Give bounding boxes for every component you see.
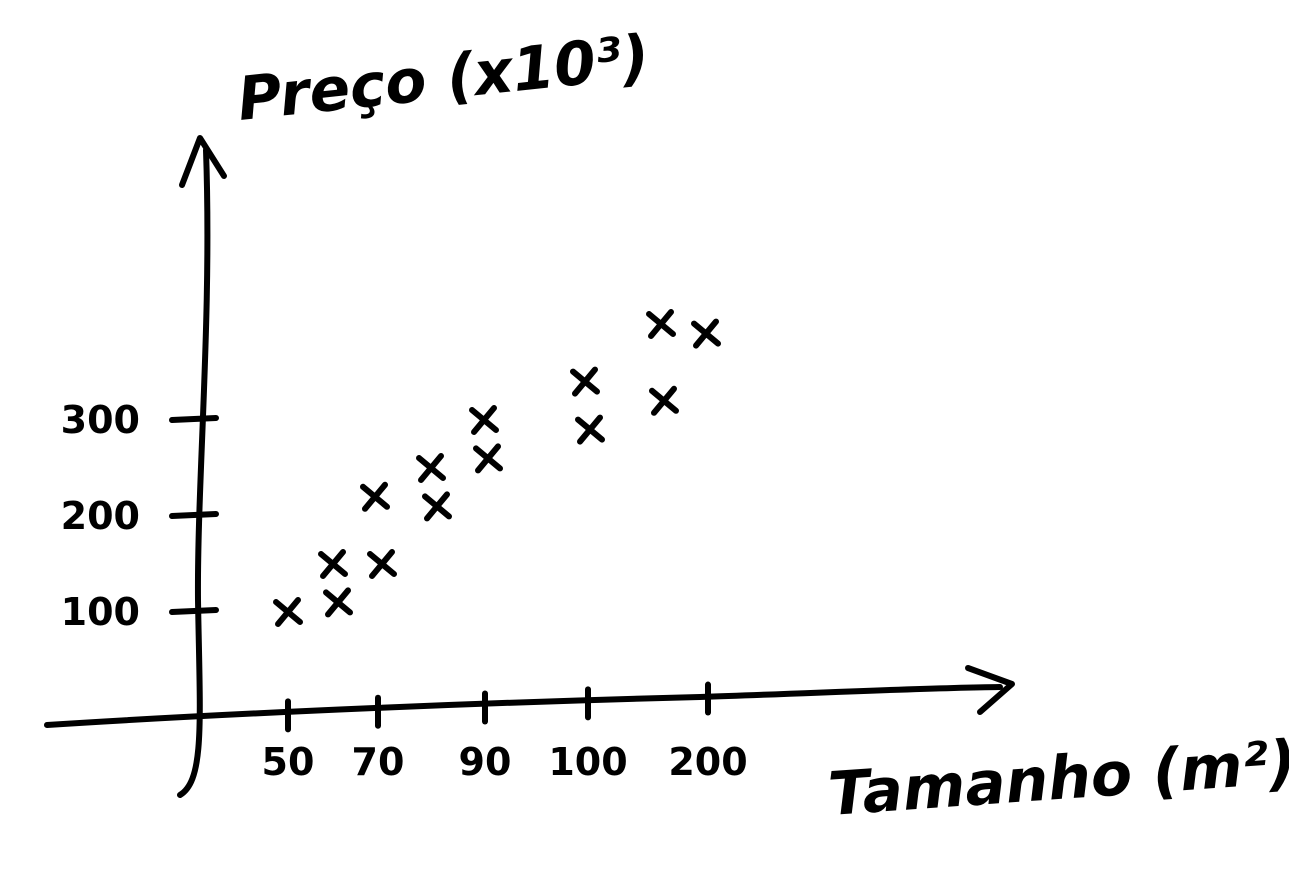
data-point: [691, 318, 721, 349]
y-tick-300: [169, 415, 219, 423]
x-tick-label-70: 70: [352, 740, 405, 784]
data-point: [469, 405, 499, 435]
data-point: [422, 491, 452, 522]
x-tick-label-90: 90: [459, 740, 512, 784]
data-point: [473, 443, 503, 474]
x-axis-title: Tamanho (m²): [826, 727, 1289, 830]
y-axis-title: Preço (x10³): [234, 22, 652, 135]
y-tick-200: [169, 511, 219, 519]
x-tick-label-50: 50: [262, 740, 315, 784]
x-tick-label-200: 200: [668, 740, 747, 784]
x-axis-arrow: [965, 665, 1015, 715]
data-point: [367, 549, 397, 579]
data-point: [649, 385, 679, 416]
y-tick-label-100: 100: [61, 590, 140, 634]
y-tick-100: [169, 607, 219, 615]
data-point: [416, 453, 446, 483]
y-axis-arrow: [179, 135, 227, 188]
data-point: [323, 587, 353, 618]
y-tick-label-200: 200: [61, 494, 140, 538]
y-tick-label-300: 300: [61, 398, 140, 442]
y-ticks: 100 200 300: [61, 398, 219, 634]
data-point: [575, 414, 605, 445]
data-point: [570, 366, 600, 397]
data-points: [273, 309, 721, 627]
x-tick-label-100: 100: [548, 740, 627, 784]
data-point: [318, 549, 348, 579]
y-axis: [177, 147, 211, 798]
x-ticks: 50 70 90 100 200: [262, 681, 748, 784]
data-point: [273, 597, 303, 627]
data-point: [646, 309, 676, 339]
data-point: [360, 481, 390, 512]
x-axis: [44, 684, 1003, 728]
